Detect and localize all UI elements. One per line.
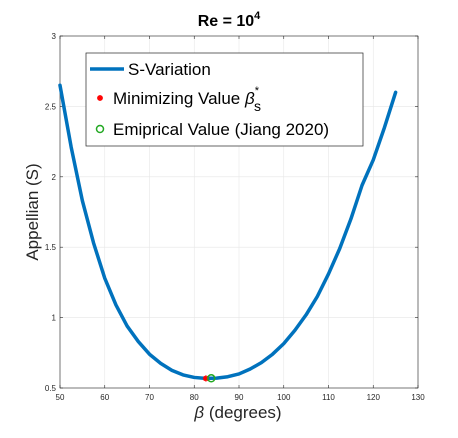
legend-circle-marker bbox=[95, 124, 105, 134]
y-tick-label: 2.5 bbox=[45, 102, 57, 111]
x-tick-label: 70 bbox=[145, 393, 154, 402]
x-tick-label: 50 bbox=[56, 393, 65, 402]
legend: S-Variation Minimizing Value β* s Emipric… bbox=[85, 52, 364, 147]
legend-asterisk-glyph bbox=[97, 95, 103, 101]
legend-label-empirical: Emiprical Value (Jiang 2020) bbox=[113, 120, 329, 139]
y-tick-label: 0.5 bbox=[45, 384, 57, 393]
x-tick-label: 110 bbox=[322, 393, 335, 402]
legend-label-minimizing: Minimizing Value β* s bbox=[113, 85, 261, 114]
x-tick-label: 130 bbox=[411, 393, 425, 402]
legend-asterisk-marker bbox=[97, 95, 103, 101]
y-tick-label: 2 bbox=[52, 173, 57, 182]
x-tick-label: 90 bbox=[235, 393, 244, 402]
y-tick-label: 1.5 bbox=[45, 243, 57, 252]
chart-title: Re = 104 bbox=[198, 10, 261, 30]
x-tick-label: 60 bbox=[100, 393, 109, 402]
y-tick-label: 3 bbox=[52, 32, 57, 41]
series-layer bbox=[58, 83, 398, 381]
legend-box bbox=[85, 52, 364, 147]
x-axis-label: β (degrees) bbox=[193, 403, 281, 422]
axis-ticks: 50 60 70 80 90 100 110 120 130 0.5 1 1.5 2 2.5 3 bbox=[45, 32, 425, 402]
x-tick-label: 80 bbox=[190, 393, 199, 402]
empirical-value-marker bbox=[207, 374, 216, 383]
x-tick-label: 100 bbox=[277, 393, 291, 402]
y-axis-label: Appellian (S) bbox=[23, 163, 42, 260]
legend-label-s-variation: S-Variation bbox=[128, 60, 211, 79]
y-tick-label: 1 bbox=[52, 314, 57, 323]
marker-layer bbox=[202, 374, 216, 383]
series-line-s-variation bbox=[58, 83, 398, 381]
x-tick-label: 120 bbox=[367, 393, 381, 402]
